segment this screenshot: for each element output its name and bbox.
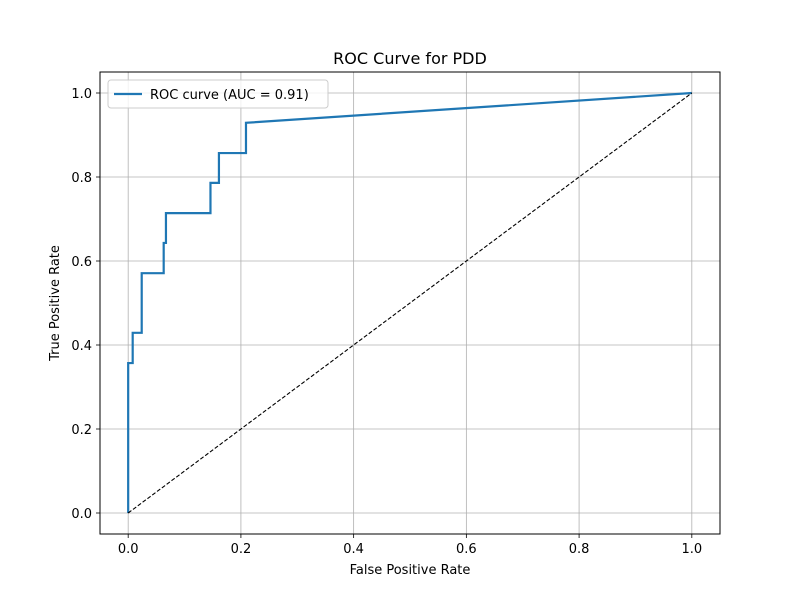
chance-diagonal-line <box>127 92 693 514</box>
chart-title: ROC Curve for PDD <box>333 49 487 68</box>
x-tick-label: 0.0 <box>118 542 139 557</box>
y-axis-label: True Positive Rate <box>48 245 63 362</box>
x-tick-label: 0.2 <box>231 542 252 557</box>
y-tick-label: 0.8 <box>71 171 92 186</box>
roc-curve-line <box>127 91 692 513</box>
x-axis-label: False Positive Rate <box>350 563 471 578</box>
legend: ROC curve (AUC = 0.91) <box>107 79 329 109</box>
y-tick-label: 1.0 <box>71 87 92 102</box>
x-tick-label: 0.4 <box>343 542 364 557</box>
y-tick-label: 0.2 <box>71 423 92 438</box>
y-tick-label: 0.4 <box>71 339 92 354</box>
x-tick-label: 0.6 <box>456 542 477 557</box>
x-tick-label: 0.8 <box>569 542 590 557</box>
legend-label: ROC curve (AUC = 0.91) <box>150 88 309 103</box>
legend-box <box>107 79 329 109</box>
plot-frame <box>99 71 721 535</box>
y-tick-label: 0.0 <box>71 507 92 522</box>
grid-lines <box>100 72 720 534</box>
axis-ticks: 0.0 0.2 0.4 0.6 0.8 1.0 0.0 0.2 0.4 0.6 0.8 1.0 <box>71 87 702 557</box>
x-tick-label: 1.0 <box>681 542 702 557</box>
y-tick-label: 0.6 <box>71 255 92 270</box>
data-series <box>127 91 693 514</box>
